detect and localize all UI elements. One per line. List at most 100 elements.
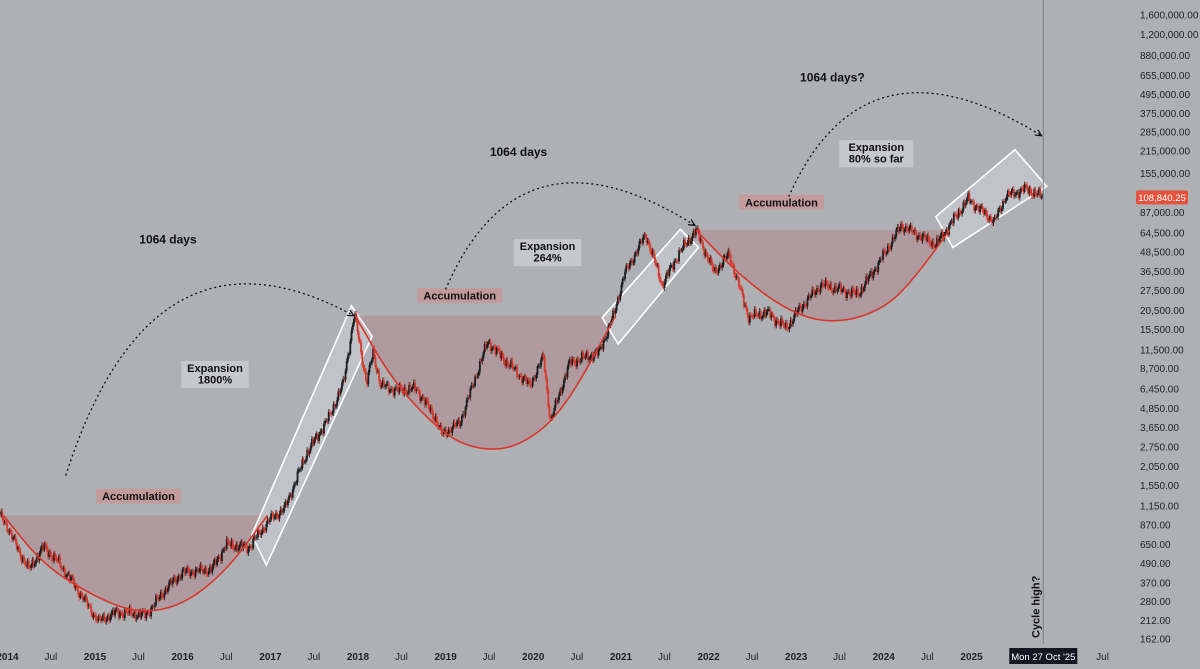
candle-body <box>568 359 571 362</box>
candle-body <box>336 399 339 406</box>
candle-body <box>320 430 323 432</box>
x-tick-label: 2016 <box>171 652 194 663</box>
candle-body <box>921 234 924 241</box>
candle-body <box>155 595 157 606</box>
candle-body <box>62 567 65 570</box>
candle-body <box>180 577 183 579</box>
y-tick-label: 2,750.00 <box>1140 442 1179 453</box>
x-tick-label: Jul <box>44 652 57 663</box>
candle-body <box>571 358 574 365</box>
candle-body <box>537 365 540 367</box>
x-tick-label: Jul <box>746 652 759 663</box>
candle-body <box>18 547 21 551</box>
candle-body <box>918 234 920 237</box>
candle-body <box>271 513 274 515</box>
candle-body <box>200 564 203 569</box>
candle-body <box>175 579 178 584</box>
candle-body <box>511 360 514 368</box>
candle-body <box>225 538 228 549</box>
candle-body <box>464 407 467 416</box>
candle-body <box>679 250 682 251</box>
candle-body <box>281 508 283 513</box>
candle-body <box>457 420 460 422</box>
candle-body <box>77 587 79 594</box>
candle-body <box>688 237 691 244</box>
candle-body <box>930 244 932 247</box>
candle-body <box>195 568 198 570</box>
candle-body <box>480 360 482 362</box>
candle-body <box>98 616 101 618</box>
candle-body <box>408 384 411 393</box>
candle-body <box>1012 188 1015 197</box>
candle-body <box>78 593 81 598</box>
candle-body <box>985 209 988 214</box>
candle-body <box>1006 190 1009 197</box>
candle-body <box>293 484 295 490</box>
candle-body <box>87 605 90 607</box>
candle-body <box>898 228 901 232</box>
candle-body <box>472 385 475 387</box>
candle-body <box>60 565 63 569</box>
candle-body <box>513 368 516 370</box>
candle-body <box>434 416 437 421</box>
candle-body <box>349 341 352 354</box>
cycle-arrowhead <box>687 219 697 227</box>
candle-body <box>71 576 73 578</box>
candle-body <box>83 599 85 601</box>
candle-body <box>171 580 174 585</box>
y-tick-label: 36,500.00 <box>1140 267 1185 278</box>
candle-body <box>669 265 672 269</box>
candle-body <box>873 269 876 273</box>
candle-body <box>530 385 533 387</box>
expansion-label-line: Expansion <box>187 363 243 375</box>
y-tick-label: 2,050.00 <box>1140 462 1179 473</box>
candle-body <box>741 289 744 296</box>
candle-body <box>702 242 704 249</box>
candle-body <box>385 384 388 387</box>
candle-body <box>114 610 117 616</box>
candle-body <box>580 352 583 361</box>
candle-body <box>582 352 584 358</box>
candle-body <box>197 568 199 572</box>
candle-body <box>467 397 469 400</box>
candle-body <box>327 412 330 422</box>
candle-body <box>699 239 702 241</box>
candle-body <box>312 438 315 445</box>
candle-body <box>525 378 528 384</box>
candle-body <box>931 240 934 247</box>
candle-body <box>6 522 9 532</box>
candle-body <box>955 214 958 217</box>
candle-body <box>12 537 15 540</box>
candle-body <box>717 268 720 274</box>
candle-body <box>750 315 752 317</box>
candle-body <box>494 347 497 355</box>
candle-body <box>101 618 103 621</box>
candle-body <box>291 489 294 498</box>
candle-body <box>848 291 851 294</box>
candle-body <box>992 219 995 224</box>
candle-body <box>308 450 311 455</box>
x-tick-label: 2023 <box>785 652 808 663</box>
candle-body <box>227 538 229 542</box>
candle-body <box>784 322 787 328</box>
candle-body <box>578 361 581 362</box>
accumulation-curve-3 <box>695 229 951 322</box>
candle-body <box>86 600 89 607</box>
candle-body <box>456 421 459 427</box>
candle-body <box>752 316 755 318</box>
candle-body <box>431 407 433 413</box>
candle-body <box>529 380 532 386</box>
candle-body <box>383 380 385 387</box>
candle-body <box>397 388 400 393</box>
candle-body <box>487 341 490 345</box>
candle-body <box>607 325 610 337</box>
candle-body <box>897 226 900 232</box>
candle-body <box>1022 188 1025 192</box>
candle-body <box>50 555 53 559</box>
candle-body <box>705 251 708 255</box>
candle-body <box>536 366 539 375</box>
candle-body <box>656 264 659 266</box>
candle-body <box>367 372 370 385</box>
candle-body <box>696 228 698 230</box>
